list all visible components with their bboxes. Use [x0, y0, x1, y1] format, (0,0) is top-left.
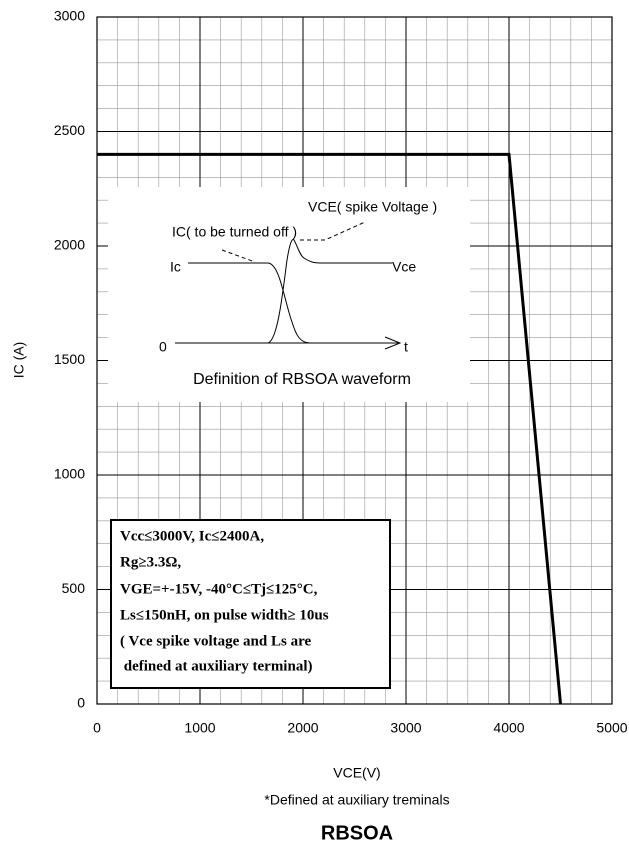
x-tick-label: 2000	[287, 720, 318, 736]
plot-border	[96, 16, 613, 705]
condition-line: defined at auxiliary terminal)	[120, 658, 312, 674]
x-tick-label: 4000	[493, 720, 524, 736]
inset-background	[108, 187, 470, 402]
arrow-head	[384, 336, 402, 350]
inset-label: IC( to be turned off )	[172, 224, 297, 240]
inset-label: Ic	[170, 259, 181, 275]
y-tick-label: 500	[62, 580, 86, 596]
note: *Defined at auxiliary treminals	[264, 792, 449, 808]
leader	[221, 249, 256, 263]
x-tick-label: 1000	[184, 720, 215, 736]
line	[97, 152, 562, 705]
y-tick-label: 2000	[54, 237, 85, 253]
series	[97, 152, 562, 705]
condition-line: VGE=+-15V, -40°C≤Tj≤125°C,	[120, 581, 318, 597]
condition-line: Ls≤150nH, on pulse width≥ 10us	[120, 607, 329, 623]
ic-waveform	[188, 262, 311, 344]
x-tick-label: 5000	[596, 720, 627, 736]
inset-waveform	[175, 221, 402, 350]
x-tick-label: 3000	[390, 720, 421, 736]
leader	[300, 221, 366, 241]
condition-line: Vcc≤3000V, Ic≤2400A,	[120, 528, 264, 544]
inset-caption: Definition of RBSOA waveform	[193, 371, 411, 388]
y-tick-label: 1000	[54, 466, 85, 482]
inset-label: t	[404, 339, 408, 355]
inset-label: 0	[159, 339, 167, 355]
chart-title: RBSOA	[321, 822, 393, 844]
conditions: Vcc≤3000V, Ic≤2400A, Rg≥3.3Ω, VGE=+-15V, -…	[120, 528, 329, 674]
y-tick-label: 1500	[54, 351, 85, 367]
x-tick-label: 0	[93, 720, 101, 736]
condition-line: Rg≥3.3Ω,	[120, 554, 181, 570]
vce-waveform	[175, 239, 392, 344]
y-tick-label: 3000	[54, 8, 85, 24]
y-tick-label: 0	[77, 695, 85, 711]
inset-label: VCE( spike Voltage )	[308, 199, 437, 215]
x-axis-label: VCE(V)	[333, 765, 380, 781]
y-tick-label: 2500	[54, 122, 85, 138]
inset-label: Vce	[392, 259, 416, 275]
conditions-box	[110, 519, 391, 689]
y-axis-label: IC (A)	[11, 342, 27, 379]
condition-line: ( Vce spike voltage and Ls are	[120, 633, 311, 649]
